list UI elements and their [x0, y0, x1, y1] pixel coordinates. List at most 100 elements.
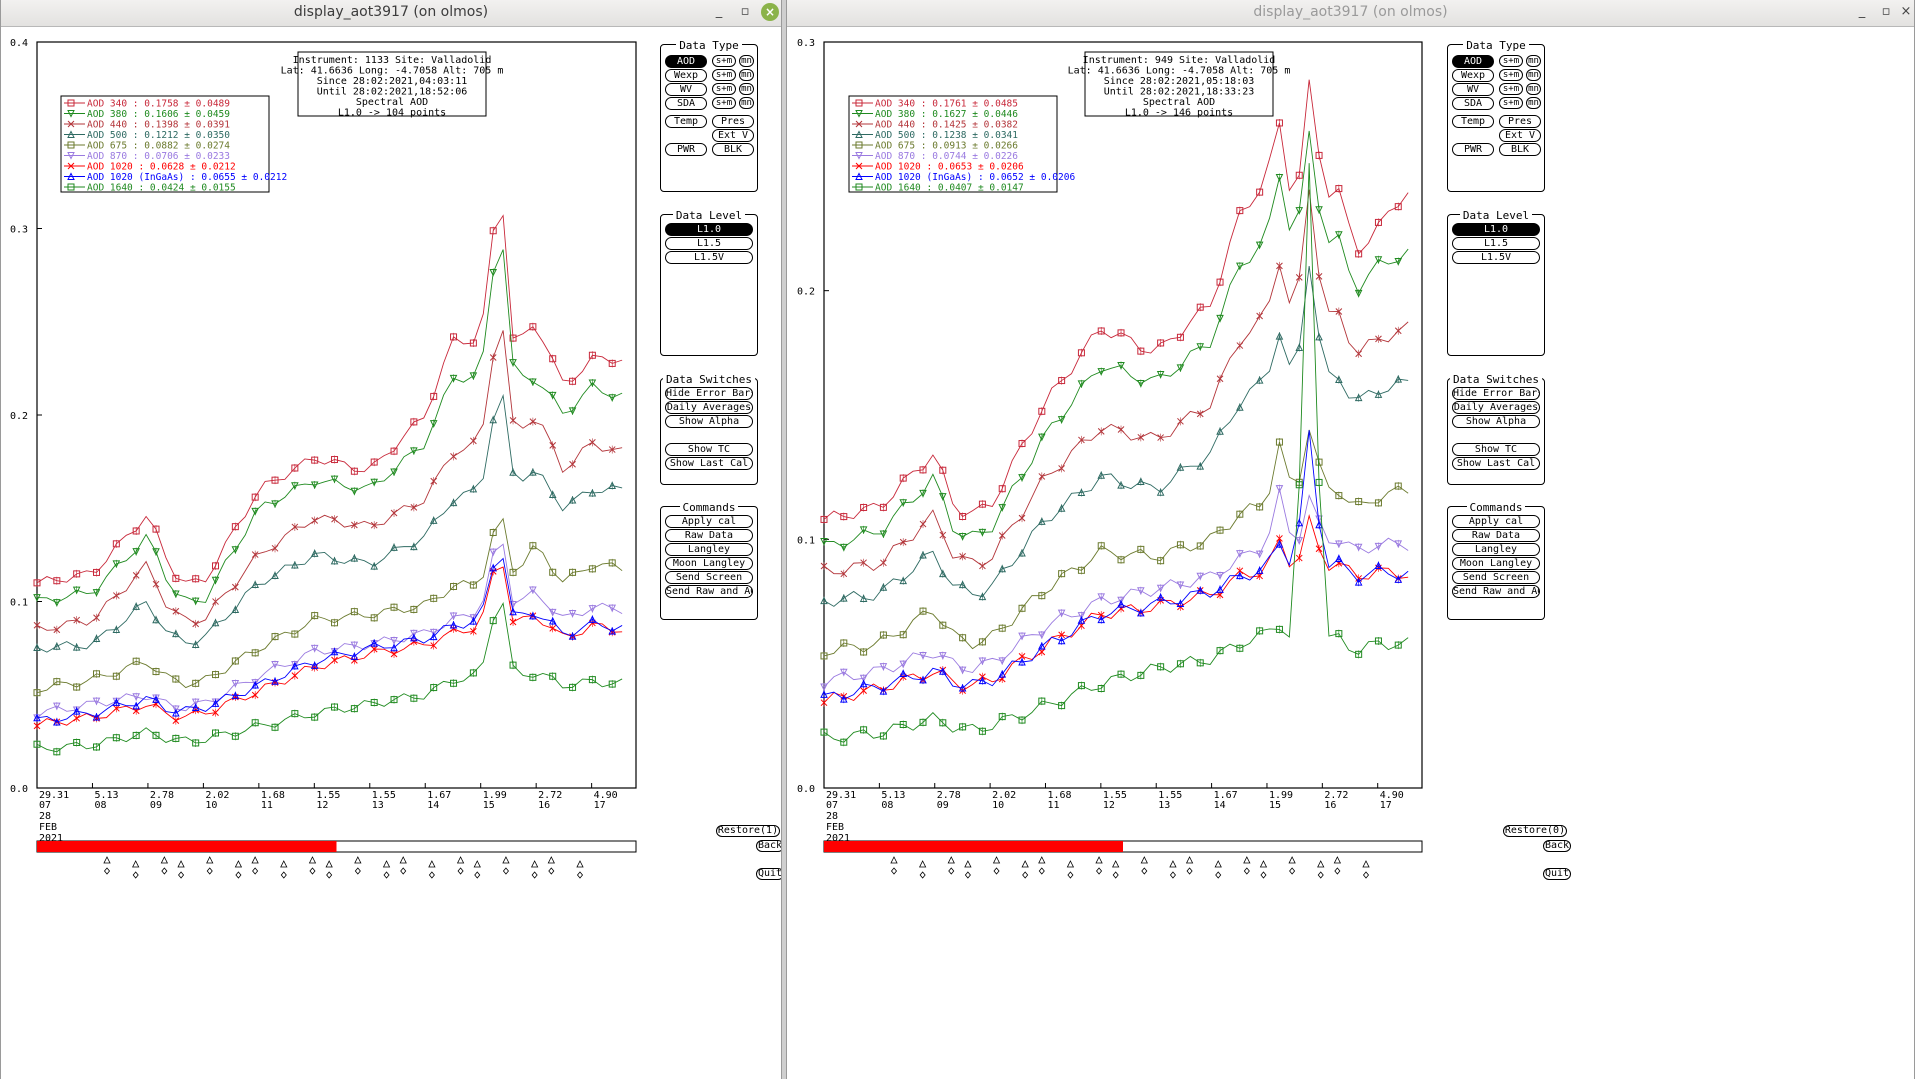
minimize-icon[interactable]: _: [1858, 4, 1866, 19]
ext-v-button[interactable]: Ext V: [712, 129, 754, 142]
data-type-sda-button[interactable]: SDA: [1452, 97, 1494, 110]
legend-marker: [855, 99, 863, 107]
switch-hide-error-bars-button[interactable]: Hide Error Bars: [665, 387, 753, 400]
data-point: [429, 628, 438, 637]
series-line: [36, 543, 623, 719]
data-type-aod-button[interactable]: AOD: [665, 55, 707, 68]
mn-button[interactable]: mn: [1526, 55, 1541, 67]
switch-daily-averages-button[interactable]: Daily Averages: [1452, 401, 1540, 414]
close-icon[interactable]: ×: [761, 3, 779, 21]
cmd-raw-data-button[interactable]: Raw Data: [665, 529, 753, 542]
level-l1-0-button[interactable]: L1.0: [665, 223, 753, 236]
switch-show-alpha-button[interactable]: Show Alpha: [1452, 415, 1540, 428]
restore-button[interactable]: Restore(0): [1503, 825, 1567, 837]
sum-mean-button[interactable]: s+m: [712, 55, 736, 67]
data-point: [1236, 262, 1244, 271]
data-point: [430, 392, 438, 400]
cmd-send-screen-button[interactable]: Send Screen: [1452, 571, 1540, 584]
data-type-wexp-button[interactable]: Wexp: [665, 69, 707, 82]
plot-frame: [823, 41, 1423, 789]
switch-hide-error-bars-button[interactable]: Hide Error Bars: [1452, 387, 1540, 400]
data-point: [998, 564, 1007, 573]
cmd-send-screen-button[interactable]: Send Screen: [665, 571, 753, 584]
mn-button[interactable]: mn: [739, 97, 754, 109]
sum-mean-button[interactable]: s+m: [712, 97, 736, 109]
scan-marker: [206, 856, 214, 864]
cmd-langley-button[interactable]: Langley: [665, 543, 753, 556]
data-point: [1355, 498, 1363, 506]
pwr-button[interactable]: PWR: [1452, 143, 1494, 156]
cmd-apply-cal-button[interactable]: Apply cal: [1452, 515, 1540, 528]
data-point: [1196, 410, 1204, 418]
switch-show-tc-button[interactable]: Show TC: [1452, 443, 1540, 456]
quit-button[interactable]: Quit: [1543, 868, 1571, 880]
temp-button[interactable]: Temp: [665, 115, 707, 128]
data-type-wv-button[interactable]: WV: [665, 83, 707, 96]
mn-button[interactable]: mn: [739, 55, 754, 67]
restore-button[interactable]: Restore(1): [716, 825, 780, 837]
pwr-button[interactable]: PWR: [665, 143, 707, 156]
data-point: [470, 627, 477, 635]
sum-mean-button[interactable]: s+m: [1499, 55, 1523, 67]
data-point: [998, 504, 1007, 512]
sum-mean-button[interactable]: s+m: [1499, 83, 1523, 95]
data-point: [509, 417, 517, 424]
level-l1-5v-button[interactable]: L1.5V: [665, 251, 753, 264]
level-l1-5-button[interactable]: L1.5: [1452, 237, 1540, 250]
mn-button[interactable]: mn: [1526, 69, 1541, 81]
mn-button[interactable]: mn: [739, 69, 754, 81]
titlebar-left[interactable]: display_aot3917 (on olmos) _ ▫ ×: [1, 0, 781, 27]
pres-button[interactable]: Pres: [1499, 115, 1541, 128]
data-type-wv-button[interactable]: WV: [1452, 83, 1494, 96]
switch-show-tc-button[interactable]: Show TC: [665, 443, 753, 456]
data-point: [1038, 592, 1046, 600]
maximize-icon[interactable]: ▫: [740, 4, 750, 19]
cmd-moon-langley-button[interactable]: Moon Langley: [665, 557, 753, 570]
switch-show-last-cal-button[interactable]: Show Last Cal: [665, 457, 753, 470]
level-l1-5v-button[interactable]: L1.5V: [1452, 251, 1540, 264]
data-type-sda-button[interactable]: SDA: [665, 97, 707, 110]
info-product: Spectral AOD: [1143, 97, 1215, 108]
mn-button[interactable]: mn: [1526, 97, 1541, 109]
switch-daily-averages-button[interactable]: Daily Averages: [665, 401, 753, 414]
back-button[interactable]: Back: [756, 840, 782, 852]
cmd-raw-data-button[interactable]: Raw Data: [1452, 529, 1540, 542]
level-l1-0-button[interactable]: L1.0: [1452, 223, 1540, 236]
data-type-wexp-button[interactable]: Wexp: [1452, 69, 1494, 82]
data-point: [939, 466, 947, 474]
blk-button[interactable]: BLK: [712, 143, 754, 156]
cmd-send-raw-and-aod-button[interactable]: Send Raw and AOD: [1452, 585, 1540, 598]
mn-button[interactable]: mn: [739, 83, 754, 95]
cmd-langley-button[interactable]: Langley: [1452, 543, 1540, 556]
switch-show-alpha-button[interactable]: Show Alpha: [665, 415, 753, 428]
maximize-icon[interactable]: ▫: [1881, 4, 1891, 19]
data-point: [152, 731, 160, 739]
sum-mean-button[interactable]: s+m: [1499, 97, 1523, 109]
pres-button[interactable]: Pres: [712, 115, 754, 128]
blk-button[interactable]: BLK: [1499, 143, 1541, 156]
data-type-aod-button[interactable]: AOD: [1452, 55, 1494, 68]
ext-v-button[interactable]: Ext V: [1499, 129, 1541, 142]
sum-mean-button[interactable]: s+m: [712, 69, 736, 81]
data-point: [390, 447, 398, 455]
minimize-icon[interactable]: _: [715, 4, 723, 19]
sum-mean-button[interactable]: s+m: [712, 83, 736, 95]
data-point: [588, 565, 596, 573]
level-l1-5-button[interactable]: L1.5: [665, 237, 753, 250]
data-point: [93, 743, 101, 751]
data-point: [608, 359, 616, 367]
close-icon[interactable]: ×: [1900, 4, 1912, 19]
data-point: [608, 680, 616, 688]
mn-button[interactable]: mn: [1526, 83, 1541, 95]
data-point: [489, 548, 498, 557]
cmd-moon-langley-button[interactable]: Moon Langley: [1452, 557, 1540, 570]
titlebar-right[interactable]: display_aot3917 (on olmos) _ ▫ ×: [787, 0, 1914, 27]
cmd-send-raw-and-aod-button[interactable]: Send Raw and AOD: [665, 585, 753, 598]
back-button[interactable]: Back: [1543, 840, 1571, 852]
cmd-apply-cal-button[interactable]: Apply cal: [665, 515, 753, 528]
quit-button[interactable]: Quit: [756, 868, 782, 880]
sum-mean-button[interactable]: s+m: [1499, 69, 1523, 81]
switch-show-last-cal-button[interactable]: Show Last Cal: [1452, 457, 1540, 470]
temp-button[interactable]: Temp: [1452, 115, 1494, 128]
data-point: [569, 568, 577, 576]
